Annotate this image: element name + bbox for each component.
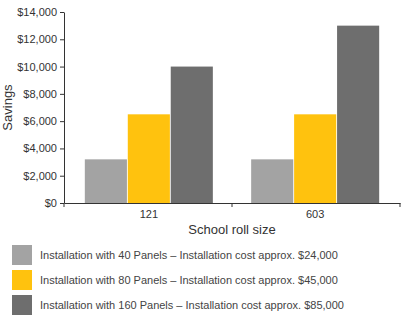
y-tick: $10,000 bbox=[17, 61, 64, 73]
y-tick-label: $6,000 bbox=[23, 115, 57, 127]
bar bbox=[337, 26, 379, 203]
x-band-edge bbox=[64, 203, 65, 207]
y-tick-label: $2,000 bbox=[23, 170, 57, 182]
y-tick-label: $14,000 bbox=[17, 6, 57, 18]
y-tick-mark bbox=[60, 121, 64, 122]
y-tick-mark bbox=[60, 148, 64, 149]
legend-label: Installation with 160 Panels – Installat… bbox=[40, 299, 344, 311]
y-tick: $12,000 bbox=[17, 33, 64, 45]
y-tick-mark bbox=[60, 39, 64, 40]
bar bbox=[294, 114, 336, 203]
y-tick: $14,000 bbox=[17, 6, 64, 18]
bars bbox=[85, 26, 379, 203]
plot: $0 $2,000 $4,000 $6,000 $8,000 $10,000 $12,000… bbox=[17, 6, 400, 220]
bar bbox=[171, 67, 213, 203]
y-tick-mark bbox=[60, 94, 64, 95]
x-axis-title: School roll size bbox=[188, 222, 275, 237]
x-tick-label: 603 bbox=[306, 208, 324, 220]
x-tick: 121 bbox=[140, 203, 158, 220]
bar bbox=[251, 159, 293, 203]
x-tick: 603 bbox=[306, 203, 324, 220]
y-tick-label: $4,000 bbox=[23, 142, 57, 154]
y-axis-line bbox=[64, 13, 65, 204]
x-tick-label: 121 bbox=[140, 208, 158, 220]
y-tick: $2,000 bbox=[23, 170, 64, 182]
y-tick-label: $12,000 bbox=[17, 33, 57, 45]
y-axis: $0 $2,000 $4,000 $6,000 $8,000 $10,000 $12,000… bbox=[17, 6, 64, 209]
x-band-edge bbox=[232, 203, 233, 207]
y-tick: $8,000 bbox=[23, 88, 64, 100]
legend-swatch bbox=[12, 295, 32, 315]
y-tick-mark bbox=[60, 203, 64, 204]
legend-swatch bbox=[12, 270, 32, 290]
y-tick-mark bbox=[60, 12, 64, 13]
y-tick-mark bbox=[60, 176, 64, 177]
legend-label: Installation with 40 Panels – Installati… bbox=[40, 249, 338, 261]
bar bbox=[85, 159, 127, 203]
y-tick-mark bbox=[60, 67, 64, 68]
y-tick-label: $8,000 bbox=[23, 88, 57, 100]
y-tick-label: $0 bbox=[45, 197, 57, 209]
x-band-edge bbox=[400, 203, 401, 207]
y-tick: $4,000 bbox=[23, 142, 64, 154]
y-axis-title: Savings bbox=[0, 84, 15, 131]
x-axis: 121 603 bbox=[64, 203, 401, 220]
y-tick: $6,000 bbox=[23, 115, 64, 127]
legend-swatch bbox=[12, 245, 32, 265]
legend-label: Installation with 80 Panels – Installati… bbox=[40, 274, 338, 286]
y-tick-label: $10,000 bbox=[17, 61, 57, 73]
legend: Installation with 40 Panels – Installati… bbox=[12, 245, 344, 315]
bar bbox=[128, 114, 170, 203]
y-tick: $0 bbox=[45, 197, 64, 209]
chart: $0 $2,000 $4,000 $6,000 $8,000 $10,000 $12,000… bbox=[0, 0, 414, 330]
